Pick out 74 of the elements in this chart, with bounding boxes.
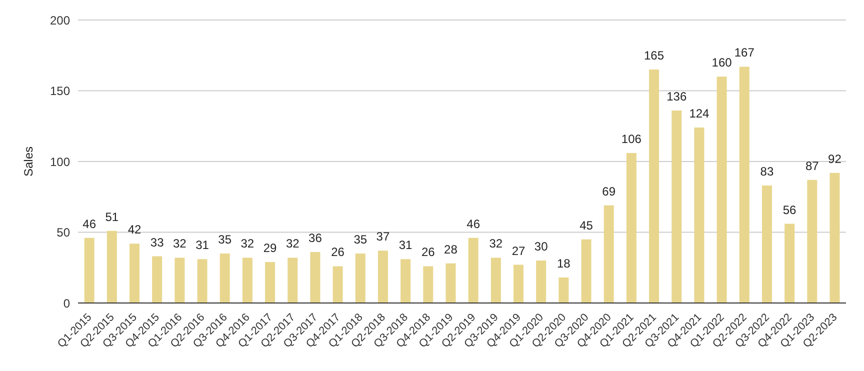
data-label: 136 <box>666 90 687 104</box>
y-tick-label: 200 <box>50 13 70 28</box>
data-label: 26 <box>421 245 436 260</box>
data-label: 165 <box>644 48 664 63</box>
bar <box>830 172 840 303</box>
data-label: 45 <box>580 218 594 232</box>
bar <box>446 263 456 303</box>
bar <box>739 66 750 303</box>
bar <box>423 266 434 303</box>
bar <box>626 153 636 303</box>
data-label: 27 <box>512 244 526 258</box>
bar <box>672 110 682 303</box>
data-label: 124 <box>689 106 710 121</box>
bar <box>152 256 162 303</box>
data-label: 26 <box>331 245 345 260</box>
bar <box>468 238 478 303</box>
data-label: 87 <box>805 158 820 173</box>
data-label: 32 <box>240 236 254 251</box>
data-label: 29 <box>263 240 278 255</box>
bar <box>220 253 230 303</box>
data-label: 167 <box>734 46 755 60</box>
data-label: 51 <box>105 210 119 224</box>
data-label: 28 <box>444 242 458 256</box>
bar <box>784 224 795 303</box>
bar <box>130 244 140 303</box>
data-label: 30 <box>534 240 548 254</box>
data-label: 35 <box>354 232 368 246</box>
data-label: 83 <box>760 164 774 179</box>
data-label: 18 <box>557 256 571 271</box>
data-label: 32 <box>173 236 187 251</box>
y-tick-label: 150 <box>50 84 70 98</box>
bar <box>536 260 546 303</box>
bar <box>378 250 388 303</box>
bar <box>355 253 366 303</box>
bar <box>332 266 343 303</box>
bar <box>197 259 208 303</box>
data-label: 31 <box>196 238 210 252</box>
bar <box>400 259 411 303</box>
data-label: 69 <box>602 184 616 198</box>
data-label: 106 <box>621 132 642 146</box>
data-label: 36 <box>308 231 322 246</box>
data-label: 35 <box>218 232 232 246</box>
y-axis-title: Sales <box>21 146 36 177</box>
bar <box>807 180 818 303</box>
bar <box>288 258 298 303</box>
bar <box>558 278 569 303</box>
data-label: 31 <box>398 238 413 252</box>
bar <box>106 230 117 303</box>
bar <box>581 239 592 303</box>
data-label: 56 <box>782 202 797 217</box>
y-tick-label: 50 <box>56 226 70 240</box>
bar <box>716 76 727 303</box>
bar <box>242 258 252 303</box>
data-label: 42 <box>128 222 142 237</box>
data-label: 160 <box>712 56 732 70</box>
bar <box>310 252 320 303</box>
data-label: 32 <box>286 236 300 251</box>
data-label: 37 <box>376 230 390 244</box>
y-tick-label: 0 <box>63 296 70 310</box>
bar <box>649 70 660 303</box>
bar <box>514 264 524 303</box>
data-label: 46 <box>82 216 96 231</box>
bar <box>174 258 185 303</box>
bar <box>490 258 501 303</box>
bar <box>762 186 772 303</box>
data-label: 46 <box>466 216 480 231</box>
data-label: 33 <box>150 235 164 250</box>
bar <box>265 262 276 303</box>
bar <box>694 128 704 303</box>
y-tick-label: 100 <box>50 154 70 169</box>
bar <box>84 238 94 303</box>
data-label: 32 <box>489 236 503 251</box>
data-label: 92 <box>828 152 842 166</box>
bar <box>604 205 614 303</box>
